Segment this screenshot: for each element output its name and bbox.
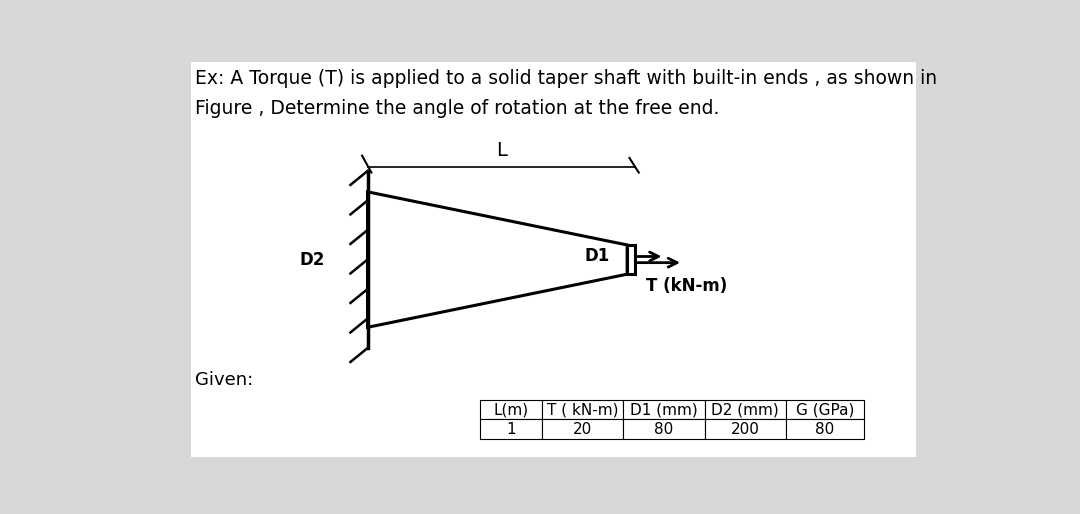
FancyBboxPatch shape xyxy=(542,419,623,439)
Text: D1: D1 xyxy=(585,247,610,265)
FancyBboxPatch shape xyxy=(542,400,623,419)
Text: L(m): L(m) xyxy=(494,402,528,417)
Text: D1 (mm): D1 (mm) xyxy=(630,402,698,417)
FancyBboxPatch shape xyxy=(480,400,542,419)
FancyBboxPatch shape xyxy=(704,400,786,419)
FancyBboxPatch shape xyxy=(623,419,704,439)
FancyBboxPatch shape xyxy=(480,419,542,439)
Text: T (kN-m): T (kN-m) xyxy=(647,277,728,295)
Text: Ex: A Torque (T) is applied to a solid taper shaft with built-in ends , as shown: Ex: A Torque (T) is applied to a solid t… xyxy=(195,68,937,87)
Text: D2 (mm): D2 (mm) xyxy=(712,402,779,417)
Text: 80: 80 xyxy=(815,421,835,437)
Text: Figure , Determine the angle of rotation at the free end.: Figure , Determine the angle of rotation… xyxy=(195,99,720,118)
Text: T ( kN-m): T ( kN-m) xyxy=(546,402,619,417)
Text: 200: 200 xyxy=(731,421,759,437)
Polygon shape xyxy=(627,245,635,274)
FancyBboxPatch shape xyxy=(191,62,916,457)
Text: 20: 20 xyxy=(572,421,592,437)
FancyBboxPatch shape xyxy=(704,419,786,439)
FancyBboxPatch shape xyxy=(623,400,704,419)
Text: D2: D2 xyxy=(299,250,325,269)
Text: L: L xyxy=(496,141,507,160)
Text: 1: 1 xyxy=(507,421,515,437)
Text: G (GPa): G (GPa) xyxy=(796,402,854,417)
Polygon shape xyxy=(367,192,627,327)
Text: Given:: Given: xyxy=(195,371,254,389)
Text: 80: 80 xyxy=(654,421,674,437)
FancyBboxPatch shape xyxy=(786,419,864,439)
FancyBboxPatch shape xyxy=(786,400,864,419)
